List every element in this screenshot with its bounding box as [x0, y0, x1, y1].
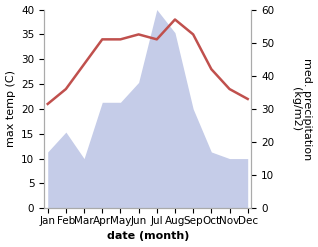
- Y-axis label: med. precipitation
(kg/m2): med. precipitation (kg/m2): [291, 58, 313, 160]
- Y-axis label: max temp (C): max temp (C): [5, 70, 16, 147]
- X-axis label: date (month): date (month): [107, 231, 189, 242]
